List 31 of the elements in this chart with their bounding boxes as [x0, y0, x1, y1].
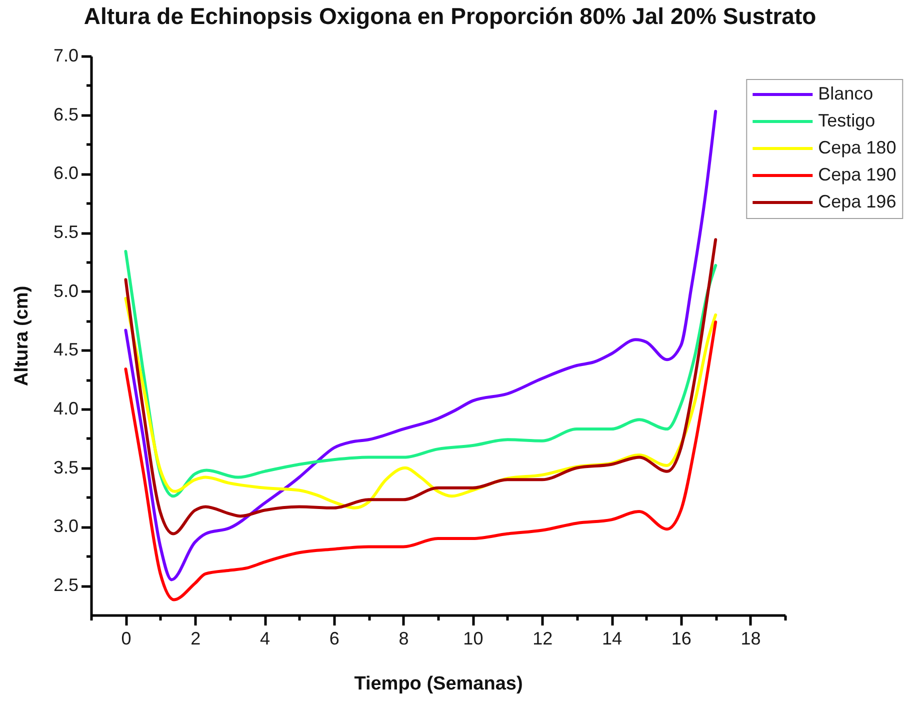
legend-label: Testigo: [818, 110, 876, 130]
chart-title: Altura de Echinopsis Oxigona en Proporción 80% Jal 20% Sustrato: [84, 3, 816, 29]
x-tick-label: 4: [260, 628, 270, 648]
line-series: [124, 110, 718, 582]
y-tick-label: 3.5: [53, 457, 78, 478]
y-tick-label: 5.0: [53, 280, 78, 301]
x-tick-label: 18: [740, 628, 761, 648]
x-tick-label: 6: [329, 628, 340, 648]
y-tick-label: 7.0: [53, 46, 78, 66]
y-tick-label: 6.0: [53, 163, 78, 184]
x-tick-label: 8: [398, 628, 409, 648]
y-tick-label: 2.5: [53, 575, 78, 596]
line-series: [124, 238, 718, 536]
y-tick-label: 4.5: [53, 340, 78, 360]
y-tick-label: 4.0: [53, 398, 78, 419]
x-tick-label: 12: [532, 628, 553, 648]
x-tick-label: 16: [671, 628, 692, 648]
x-tick-label: 0: [121, 628, 132, 648]
y-axis-title: Altura (cm): [11, 286, 32, 386]
y-tick-label: 6.5: [53, 104, 78, 124]
x-tick-label: 2: [190, 628, 201, 648]
y-tick-label: 3.0: [53, 516, 78, 536]
x-tick-label: 14: [602, 628, 622, 648]
line-series: [124, 320, 718, 602]
legend-label: Blanco: [818, 84, 874, 104]
x-axis-title: Tiempo (Semanas): [354, 674, 523, 694]
x-tick-label: 10: [463, 628, 484, 648]
legend-label: Cepa 190: [818, 164, 896, 184]
legend-label: Cepa 196: [818, 192, 896, 212]
legend-label: Cepa 180: [818, 138, 896, 158]
y-tick-label: 5.5: [53, 222, 78, 242]
